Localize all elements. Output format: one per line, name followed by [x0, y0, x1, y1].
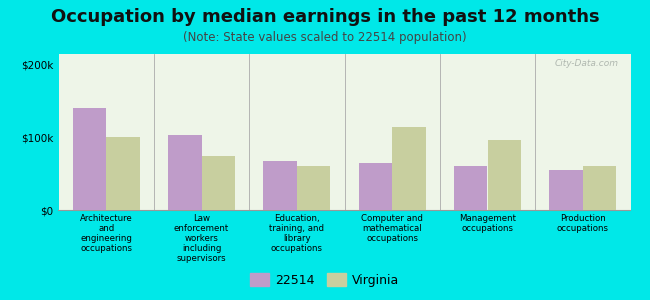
- Bar: [202, 156, 235, 210]
- Text: (Note: State values scaled to 22514 population): (Note: State values scaled to 22514 popu…: [183, 32, 467, 44]
- Bar: [488, 140, 521, 210]
- Text: Occupation by median earnings in the past 12 months: Occupation by median earnings in the pas…: [51, 8, 599, 26]
- Legend: 22514, Virginia: 22514, Virginia: [246, 270, 404, 291]
- Bar: [549, 170, 583, 210]
- Bar: [106, 137, 140, 210]
- Bar: [583, 167, 616, 210]
- Bar: [297, 167, 330, 210]
- Bar: [454, 167, 488, 210]
- Text: City-Data.com: City-Data.com: [555, 59, 619, 68]
- Bar: [73, 108, 106, 210]
- Bar: [168, 135, 202, 210]
- Bar: [392, 127, 426, 210]
- Bar: [263, 161, 297, 210]
- Bar: [359, 163, 392, 210]
